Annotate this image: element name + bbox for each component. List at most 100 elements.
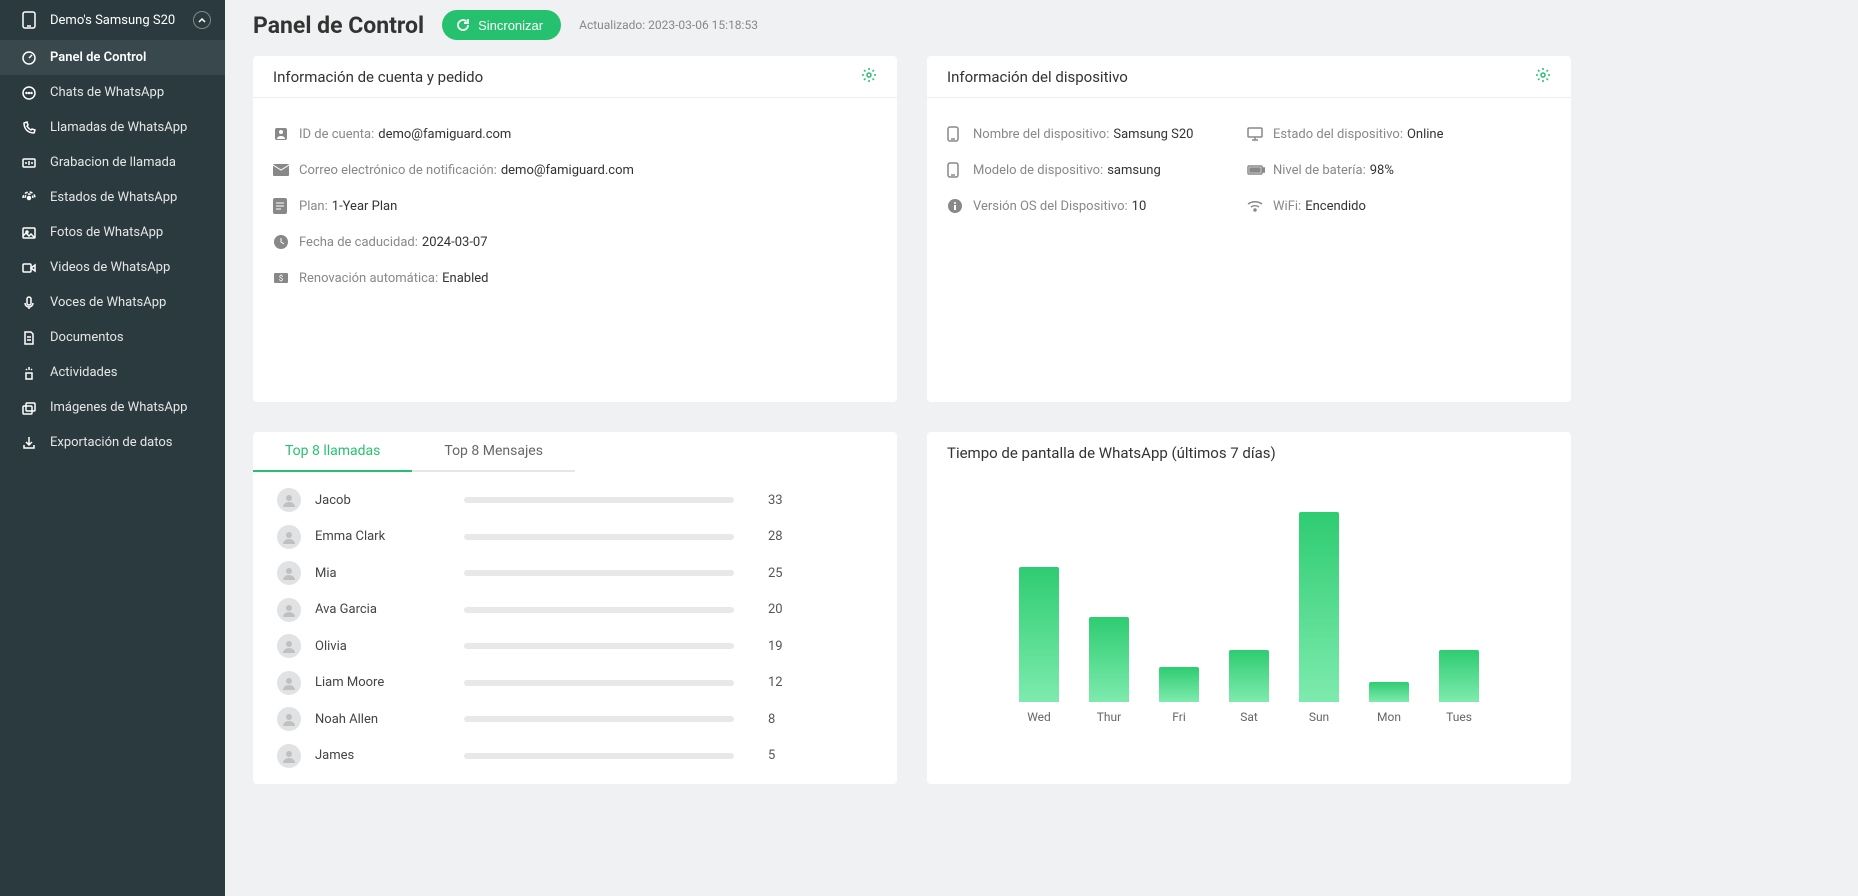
chart-label: Tues [1446,710,1472,724]
device-card-header: Información del dispositivo [927,56,1571,98]
nav-label: Exportación de datos [50,435,172,450]
info-label: Plan: [299,199,328,214]
voice-icon [20,295,38,311]
chat-icon [20,85,38,101]
screentime-card: Tiempo de pantalla de WhatsApp (últimos … [927,432,1571,784]
phone-icon [947,162,973,178]
info-row: Plan: 1-Year Plan [273,188,877,224]
nav-item-status[interactable]: Estados de WhatsApp [0,180,225,215]
info-value: demo@famiguard.com [378,127,511,142]
list-item: Emma Clark28 [277,519,873,556]
info-value: samsung [1107,163,1161,178]
info-value: 10 [1132,199,1147,214]
bar-track [464,570,734,576]
avatar [277,707,301,731]
nav-item-images[interactable]: Imágenes de WhatsApp [0,390,225,425]
chart-bar [1159,667,1199,702]
call-count: 25 [768,566,798,581]
nav-item-voice[interactable]: Voces de WhatsApp [0,285,225,320]
bar-track [464,607,734,613]
chart-label: Wed [1027,710,1051,724]
chevron-up-icon [193,11,211,29]
nav-item-dashboard[interactable]: Panel de Control [0,40,225,75]
chart-column: Sun [1299,512,1339,724]
gear-icon[interactable] [1535,67,1551,87]
battery-icon [1247,165,1273,175]
info-label: Renovación automática: [299,271,438,286]
chart-bar [1229,650,1269,702]
info-row: Modelo de dispositivo: samsung [947,152,1247,188]
chart-column: Fri [1159,667,1199,724]
chart-label: Sun [1309,710,1329,724]
bar-track [464,753,734,759]
nav-item-call[interactable]: Llamadas de WhatsApp [0,110,225,145]
info-row: Fecha de caducidad: 2024-03-07 [273,224,877,260]
bar-track [464,497,734,503]
nav-label: Documentos [50,330,124,345]
device-card-title: Información del dispositivo [947,68,1535,86]
device-info-right: Estado del dispositivo: OnlineNivel de b… [1247,116,1551,224]
device-info-left: Nombre del dispositivo: Samsung S20Model… [947,116,1247,224]
list-item: Mia 25 [277,555,873,592]
nav-label: Llamadas de WhatsApp [50,120,187,135]
page-title: Panel de Control [253,12,424,39]
chart-bar [1089,617,1129,702]
sync-button[interactable]: Sincronizar [442,10,561,40]
gear-icon[interactable] [861,67,877,87]
device-label: Demo's Samsung S20 [50,13,193,28]
chart-column: Tues [1439,650,1479,724]
contact-name: Olivia [315,639,450,654]
tab-messages[interactable]: Top 8 Mensajes [412,432,575,472]
list-item: Noah Allen8 [277,701,873,738]
nav-item-photo[interactable]: Fotos de WhatsApp [0,215,225,250]
nav-label: Chats de WhatsApp [50,85,164,100]
bar-track [464,643,734,649]
info-row: Versión OS del Dispositivo: 10 [947,188,1247,224]
info-value: Samsung S20 [1113,127,1193,142]
nav-item-doc[interactable]: Documentos [0,320,225,355]
chart-label: Thur [1097,710,1121,724]
nav-item-export[interactable]: Exportación de datos [0,425,225,460]
status-icon [20,190,38,206]
info-label: Correo electrónico de notificación: [299,163,497,178]
info-label: Modelo de dispositivo: [973,163,1103,178]
card-grid: Información de cuenta y pedido ID de cue… [253,56,1858,784]
info-row: WiFi: Encendido [1247,188,1551,224]
updated-text: Actualizado: 2023-03-06 15:18:53 [579,18,758,32]
call-count: 33 [768,493,798,508]
chart-bar [1439,650,1479,702]
nav-label: Panel de Control [50,50,146,65]
tabs: Top 8 llamadas Top 8 Mensajes [253,432,897,472]
nav-item-record[interactable]: Grabacion de llamada [0,145,225,180]
nav-item-chat[interactable]: Chats de WhatsApp [0,75,225,110]
info-value: 1-Year Plan [332,199,398,214]
chart-bar [1299,512,1339,702]
topbar: Panel de Control Sincronizar Actualizado… [253,0,1858,50]
chart-label: Fri [1172,710,1185,724]
tab-calls[interactable]: Top 8 llamadas [253,432,412,472]
avatar [277,598,301,622]
account-card: Información de cuenta y pedido ID de cue… [253,56,897,402]
sync-icon [456,18,470,32]
nav-label: Actividades [50,365,118,380]
sidebar: Demo's Samsung S20 Panel de Control Chats… [0,0,225,896]
chart-label: Mon [1377,710,1401,724]
info-label: WiFi: [1273,199,1301,214]
nav-item-activity[interactable]: Actividades [0,355,225,390]
nav-item-video[interactable]: Videos de WhatsApp [0,250,225,285]
list-item: Liam Moore12 [277,665,873,702]
info-label: Nivel de batería: [1273,163,1366,178]
device-card-body: Nombre del dispositivo: Samsung S20Model… [927,98,1571,242]
bar-track [464,680,734,686]
info-value: Encendido [1305,199,1366,214]
info-value: demo@famiguard.com [501,163,634,178]
contact-name: James [315,748,450,763]
contact-name: Mia [315,566,450,581]
bar-track [464,534,734,540]
phone-icon [947,126,973,142]
screentime-chart: WedThurFriSatSunMonTues [927,474,1571,734]
device-selector[interactable]: Demo's Samsung S20 [0,0,225,40]
chart-column: Wed [1019,567,1059,724]
mail-icon [273,164,299,176]
nav-label: Fotos de WhatsApp [50,225,163,240]
